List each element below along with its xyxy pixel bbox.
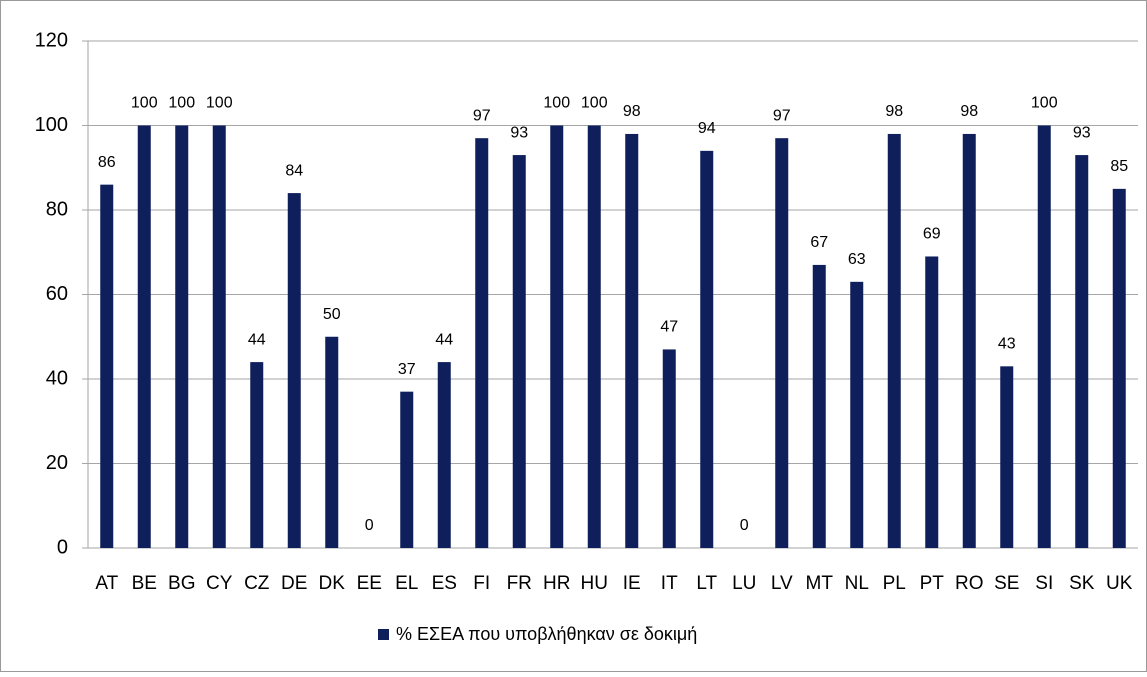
data-label: 44 — [435, 331, 453, 348]
bar — [1075, 155, 1089, 548]
bar — [100, 184, 114, 548]
bar — [887, 133, 901, 548]
bar — [287, 193, 301, 548]
x-tick-label: FI — [473, 573, 490, 594]
x-tick-label: IT — [661, 573, 678, 594]
legend-swatch — [378, 629, 389, 640]
x-tick-label: EE — [357, 573, 382, 594]
data-label: 67 — [810, 234, 828, 251]
bar — [812, 264, 826, 548]
x-tick-label: BE — [132, 573, 157, 594]
x-tick-label: BG — [168, 573, 195, 594]
bar — [1112, 188, 1126, 548]
bar — [775, 138, 789, 549]
bar — [1000, 366, 1014, 548]
x-tick-label: LT — [696, 573, 717, 594]
x-tick-label: SI — [1035, 573, 1053, 594]
bar — [325, 336, 339, 548]
data-label: 43 — [998, 336, 1016, 353]
data-label: 93 — [510, 124, 528, 141]
bar — [512, 155, 526, 548]
data-label: 100 — [1031, 95, 1058, 112]
data-label: 98 — [960, 103, 978, 120]
bar — [250, 362, 264, 548]
data-label: 50 — [323, 306, 341, 323]
y-tick-label: 120 — [35, 29, 68, 51]
data-label: 86 — [98, 154, 116, 171]
data-label: 100 — [131, 95, 158, 112]
bar — [700, 150, 714, 548]
x-tick-label: HR — [543, 573, 570, 594]
x-tick-label: NL — [845, 573, 869, 594]
data-label: 100 — [206, 95, 233, 112]
data-label: 69 — [923, 226, 941, 243]
legend-label: % ΕΣΕΑ που υποβλήθηκαν σε δοκιμή — [396, 624, 697, 644]
bar — [625, 133, 639, 548]
y-tick-label: 80 — [46, 198, 68, 220]
y-tick-label: 20 — [46, 452, 68, 474]
bar — [400, 391, 414, 548]
x-tick-label: CY — [206, 573, 233, 594]
x-tick-label: UK — [1106, 573, 1133, 594]
x-tick-label: IE — [623, 573, 641, 594]
data-label: 0 — [740, 517, 749, 534]
bar — [587, 125, 601, 548]
x-tick-label: HU — [581, 573, 608, 594]
data-label: 94 — [698, 120, 716, 137]
x-tick-label: SE — [994, 573, 1019, 594]
x-tick-label: PT — [920, 573, 945, 594]
data-label: 97 — [473, 107, 491, 124]
data-label: 84 — [285, 162, 303, 179]
y-tick-label: 100 — [35, 114, 68, 136]
bar — [662, 349, 676, 548]
bar — [962, 133, 976, 548]
x-tick-label: AT — [95, 573, 118, 594]
bar — [1037, 125, 1051, 548]
x-tick-label: PL — [883, 573, 906, 594]
data-label: 0 — [365, 517, 374, 534]
x-tick-label: MT — [806, 573, 834, 594]
bar — [850, 281, 864, 548]
data-label: 63 — [848, 251, 866, 268]
data-label: 37 — [398, 361, 416, 378]
x-tick-label: SK — [1069, 573, 1095, 594]
x-tick-label: DE — [281, 573, 307, 594]
x-tick-label: EL — [395, 573, 418, 594]
data-label: 100 — [543, 95, 570, 112]
data-label: 97 — [773, 107, 791, 124]
bar — [550, 125, 564, 548]
x-tick-label: CZ — [244, 573, 270, 594]
x-tick-label: LU — [732, 573, 756, 594]
bar — [175, 125, 189, 548]
data-label: 44 — [248, 331, 266, 348]
data-label: 100 — [168, 95, 195, 112]
y-tick-label: 40 — [46, 367, 68, 389]
data-label: 100 — [581, 95, 608, 112]
x-tick-label: FR — [507, 573, 532, 594]
bar — [437, 362, 451, 548]
y-tick-label: 0 — [57, 536, 68, 558]
x-tick-label: LV — [771, 573, 793, 594]
bar — [475, 138, 489, 549]
x-tick-label: RO — [955, 573, 984, 594]
y-tick-label: 60 — [46, 283, 68, 305]
x-tick-label: DK — [319, 573, 346, 594]
x-tick-label: ES — [432, 573, 457, 594]
bar — [137, 125, 151, 548]
data-label: 47 — [660, 319, 678, 336]
data-label: 85 — [1110, 158, 1128, 175]
data-label: 98 — [623, 103, 641, 120]
bar — [925, 256, 939, 548]
data-label: 93 — [1073, 124, 1091, 141]
data-label: 98 — [885, 103, 903, 120]
bar — [212, 125, 226, 548]
